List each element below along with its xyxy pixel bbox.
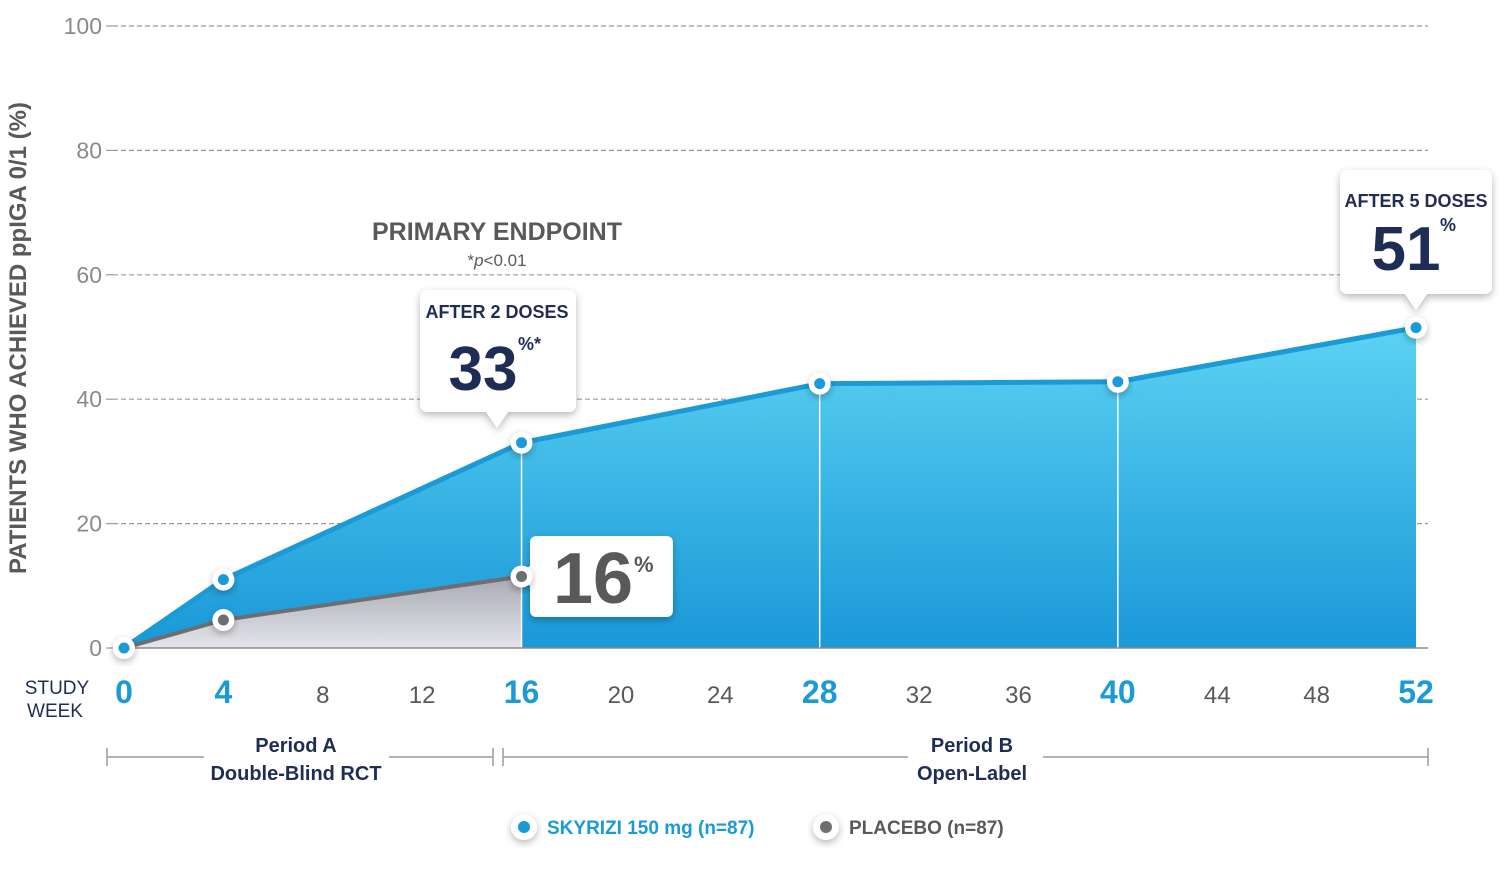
skyrizi-point [1405, 316, 1427, 339]
y-tick-label: 0 [89, 635, 102, 661]
x-tick-label: 16 [504, 674, 540, 710]
skyrizi-point [113, 637, 135, 659]
callout-placebo: 16 % [516, 536, 673, 619]
x-tick-label: 0 [115, 674, 133, 710]
legend-item-placebo: PLACEBO (n=87) [813, 814, 1004, 840]
period-a-label-line2: Double-Blind RCT [210, 763, 381, 785]
skyrizi-point-dot [814, 378, 826, 390]
legend-item-skyrizi: SKYRIZI 150 mg (n=87) [511, 814, 754, 840]
skyrizi-point [808, 372, 831, 395]
data-markers [113, 316, 1427, 659]
pvalue-p: p [473, 251, 483, 270]
legend-dot-skyrizi [518, 821, 530, 833]
callout-week16-suffix: %* [518, 334, 541, 354]
x-axis-label-line1: STUDY [25, 678, 90, 699]
callout-placebo-suffix: % [634, 552, 654, 577]
skyrizi-point [1106, 370, 1129, 393]
primary-endpoint-title: PRIMARY ENDPOINT [372, 218, 622, 246]
skyrizi-area [124, 327, 1416, 648]
skyrizi-point [212, 568, 235, 591]
y-tick-label: 80 [76, 137, 102, 163]
y-tick-labels: 0 20 40 60 80 100 [64, 13, 102, 661]
x-tick-label: 24 [707, 682, 734, 709]
pvalue-star: * [467, 251, 474, 270]
period-b-label-line2: Open-Label [917, 763, 1027, 785]
period-a-label-line1: Period A [255, 735, 337, 757]
skyrizi-point-dot [1410, 322, 1422, 334]
x-tick-label: 20 [608, 682, 635, 709]
x-tick-labels: 0 4 8 12 16 20 24 28 32 36 40 44 48 52 [115, 674, 1434, 710]
y-axis-label: PATIENTS WHO ACHIEVED ppIGA 0/1 (%) [5, 102, 32, 574]
x-tick-label: 28 [802, 674, 838, 710]
x-tick-label: 36 [1005, 682, 1032, 709]
x-tick-label: 52 [1398, 674, 1434, 710]
primary-endpoint-pvalue: *p<0.01 [467, 251, 526, 270]
callout-placebo-value: 16 [553, 539, 633, 619]
x-tick-label: 44 [1204, 682, 1231, 709]
x-tick-label: 40 [1100, 674, 1136, 710]
placebo-point-dot [516, 570, 528, 582]
x-tick-label: 8 [316, 682, 329, 709]
skyrizi-point-dot [516, 437, 528, 449]
callout-week16-label: AFTER 2 DOSES [425, 302, 568, 322]
placebo-point [212, 609, 235, 632]
placebo-point-dot [217, 614, 229, 626]
period-brackets: Period A Double-Blind RCT Period B Open-Lab… [106, 735, 1429, 785]
skyrizi-point-dot [217, 574, 229, 586]
y-tick-label: 100 [64, 13, 102, 39]
x-tick-label: 32 [906, 682, 933, 709]
callout-week16-value: 33 [449, 335, 518, 404]
callout-week52: AFTER 5 DOSES 51 % [1340, 170, 1492, 310]
callout-week52-value: 51 [1372, 215, 1441, 284]
x-tick-label: 48 [1303, 682, 1330, 709]
x-tick-label: 12 [409, 682, 436, 709]
period-b-label-line1: Period B [931, 735, 1013, 757]
pvalue-rest: <0.01 [484, 251, 527, 270]
skyrizi-point [510, 431, 533, 454]
callout-placebo-box [516, 536, 673, 617]
callout-week16: AFTER 2 DOSES 33 %* [420, 290, 576, 428]
y-tick-label: 60 [76, 262, 102, 288]
legend: SKYRIZI 150 mg (n=87) PLACEBO (n=87) [511, 814, 1004, 840]
legend-label-placebo: PLACEBO (n=87) [849, 818, 1004, 839]
x-axis-label-line2: WEEK [27, 701, 83, 722]
callout-week52-suffix: % [1440, 215, 1456, 235]
skyrizi-line [122, 325, 1417, 651]
area-layer [113, 325, 1428, 651]
y-tick-label: 40 [76, 386, 102, 412]
legend-dot-placebo [820, 821, 832, 833]
x-tick-label: 4 [214, 674, 232, 710]
skyrizi-point-dot [1112, 376, 1124, 388]
skyrizi-point-dot [118, 642, 130, 654]
callout-week52-label: AFTER 5 DOSES [1344, 191, 1487, 211]
y-tick-label: 20 [76, 511, 102, 537]
legend-label-skyrizi: SKYRIZI 150 mg (n=87) [547, 818, 754, 839]
placebo-point [510, 565, 533, 588]
callout-week52-box [1340, 170, 1492, 310]
callout-week16-box [420, 290, 576, 428]
